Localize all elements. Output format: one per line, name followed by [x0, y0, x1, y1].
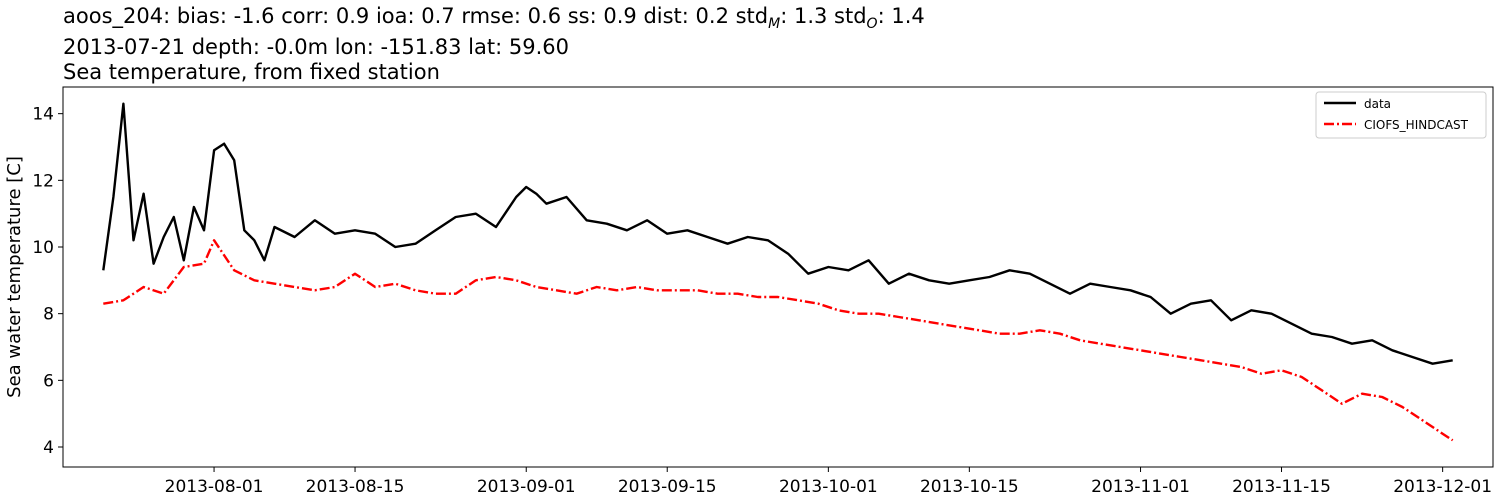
series-line-1	[102, 102, 1453, 365]
y-axis: 4 6 8 10 12 14	[32, 105, 63, 458]
x-tick-label: 2013-09-15	[618, 477, 717, 497]
chart-title-stats: aoos_204: bias: -1.6 corr: 0.9 ioa: 0.7 …	[63, 4, 925, 33]
chart-title-description: Sea temperature, from fixed station	[63, 60, 440, 84]
plot-frame	[62, 86, 1494, 468]
x-axis: 2013-08-01 2013-08-15 2013-09-01 2013-09-15…	[165, 467, 1492, 497]
y-tick-label: 8	[43, 305, 54, 325]
x-tick-label: 2013-08-15	[306, 477, 405, 497]
x-tick-label: 2013-10-15	[920, 477, 1019, 497]
y-tick-label: 10	[32, 238, 54, 258]
x-tick-label: 2013-09-01	[477, 477, 576, 497]
x-tick-label: 2013-11-15	[1232, 477, 1331, 497]
plot-series-layer	[102, 102, 1454, 442]
x-tick-label: 2013-11-01	[1091, 477, 1190, 497]
legend-box	[1315, 91, 1487, 139]
y-tick-label: 4	[43, 438, 54, 458]
y-axis-label: Sea water temperature [C]	[4, 156, 25, 398]
legend: data CIOFS_HINDCAST	[1315, 91, 1487, 139]
legend-label-2: CIOFS_HINDCAST	[1364, 118, 1469, 132]
x-tick-label: 2013-10-01	[779, 477, 878, 497]
chart-title-location: 2013-07-21 depth: -0.0m lon: -151.83 lat…	[63, 35, 569, 59]
series-line-2	[103, 239, 1454, 442]
x-tick-label: 2013-12-01	[1393, 477, 1492, 497]
legend-label-1: data	[1364, 97, 1391, 111]
y-tick-label: 12	[32, 171, 54, 191]
y-tick-label: 14	[32, 105, 54, 125]
x-tick-label: 2013-08-01	[165, 477, 264, 497]
y-tick-label: 6	[43, 371, 54, 391]
